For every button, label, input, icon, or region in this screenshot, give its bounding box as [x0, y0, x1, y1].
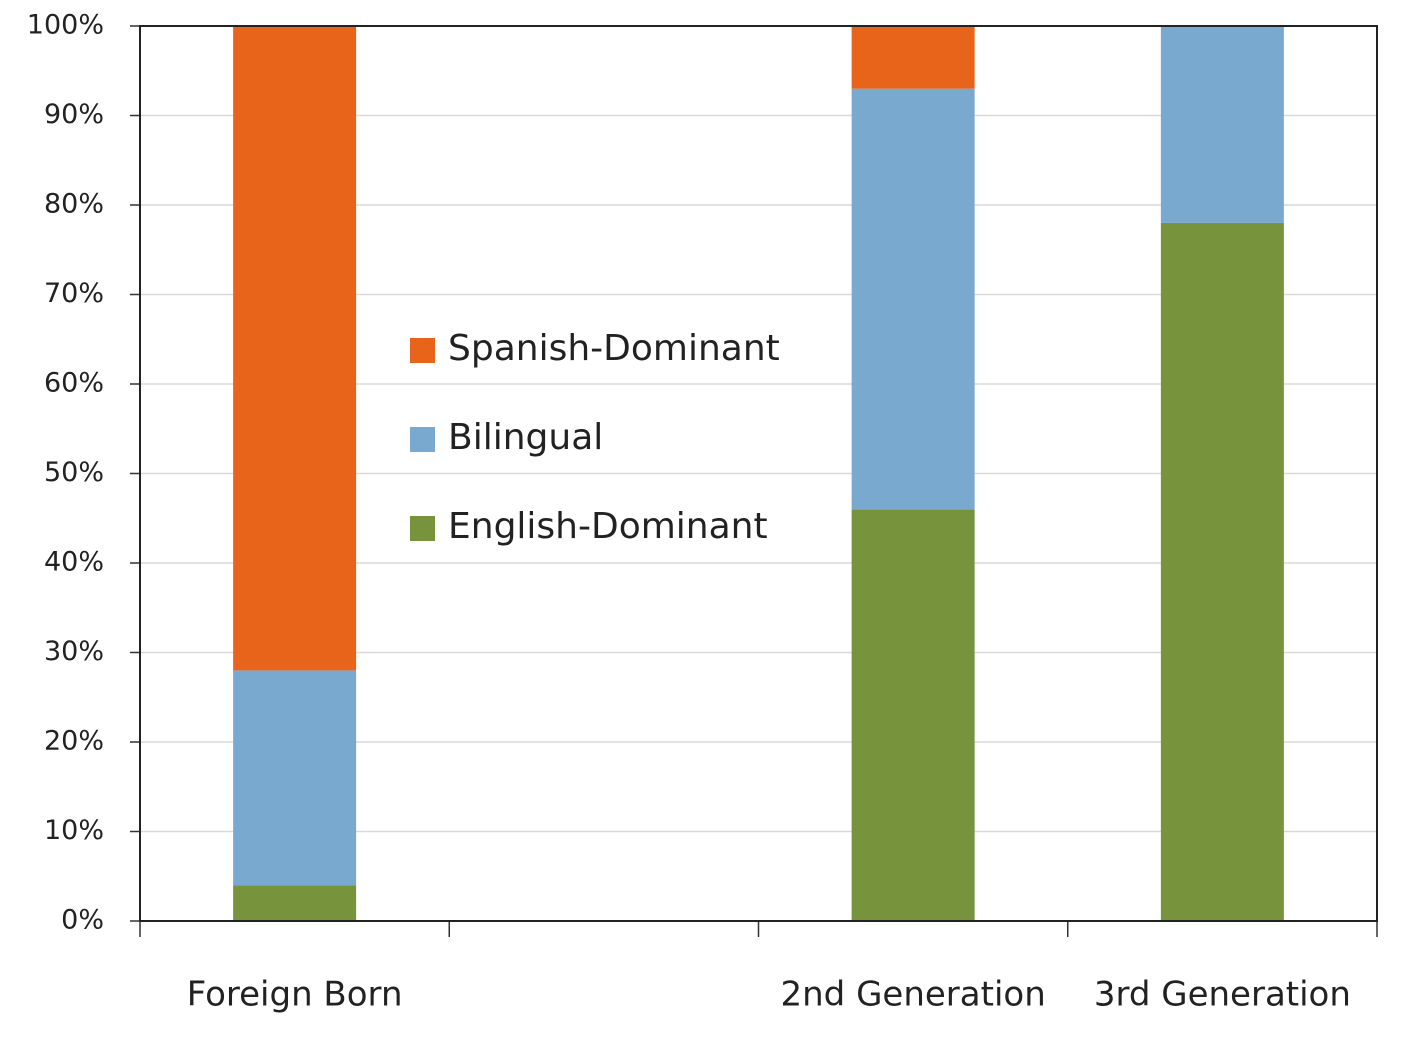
y-tick-label: 40% — [44, 547, 104, 578]
legend-label: English-Dominant — [448, 506, 768, 547]
legend-label: Bilingual — [448, 417, 603, 458]
y-tick-label: 80% — [44, 189, 104, 220]
y-tick-label: 10% — [44, 815, 104, 846]
legend-swatch — [410, 427, 435, 452]
bar-segment — [851, 26, 975, 89]
y-tick-label: 50% — [44, 457, 104, 488]
y-tick-label: 20% — [44, 726, 104, 757]
bar-segment — [851, 509, 975, 921]
x-tick-label: 3rd Generation — [1094, 975, 1351, 1015]
plot-frame — [139, 25, 1378, 922]
y-tick-label: 60% — [44, 368, 104, 399]
y-tick-label: 90% — [44, 99, 104, 130]
bar-segment — [851, 88, 975, 510]
x-tick-label: 2nd Generation — [781, 975, 1046, 1015]
y-tick-label: 0% — [61, 905, 104, 936]
x-tick-label: Foreign Born — [187, 975, 403, 1015]
bar-segment — [233, 26, 357, 671]
legend-label: Spanish-Dominant — [448, 328, 780, 369]
bar-segment — [1160, 222, 1284, 921]
legend-swatch — [410, 516, 435, 541]
bar-segment — [233, 885, 357, 921]
bar-segment — [1160, 26, 1284, 223]
y-tick-label: 70% — [44, 278, 104, 309]
legend-swatch — [410, 338, 435, 363]
y-tick-label: 100% — [27, 10, 104, 41]
y-tick-label: 30% — [44, 636, 104, 667]
bar-segment — [233, 670, 357, 886]
